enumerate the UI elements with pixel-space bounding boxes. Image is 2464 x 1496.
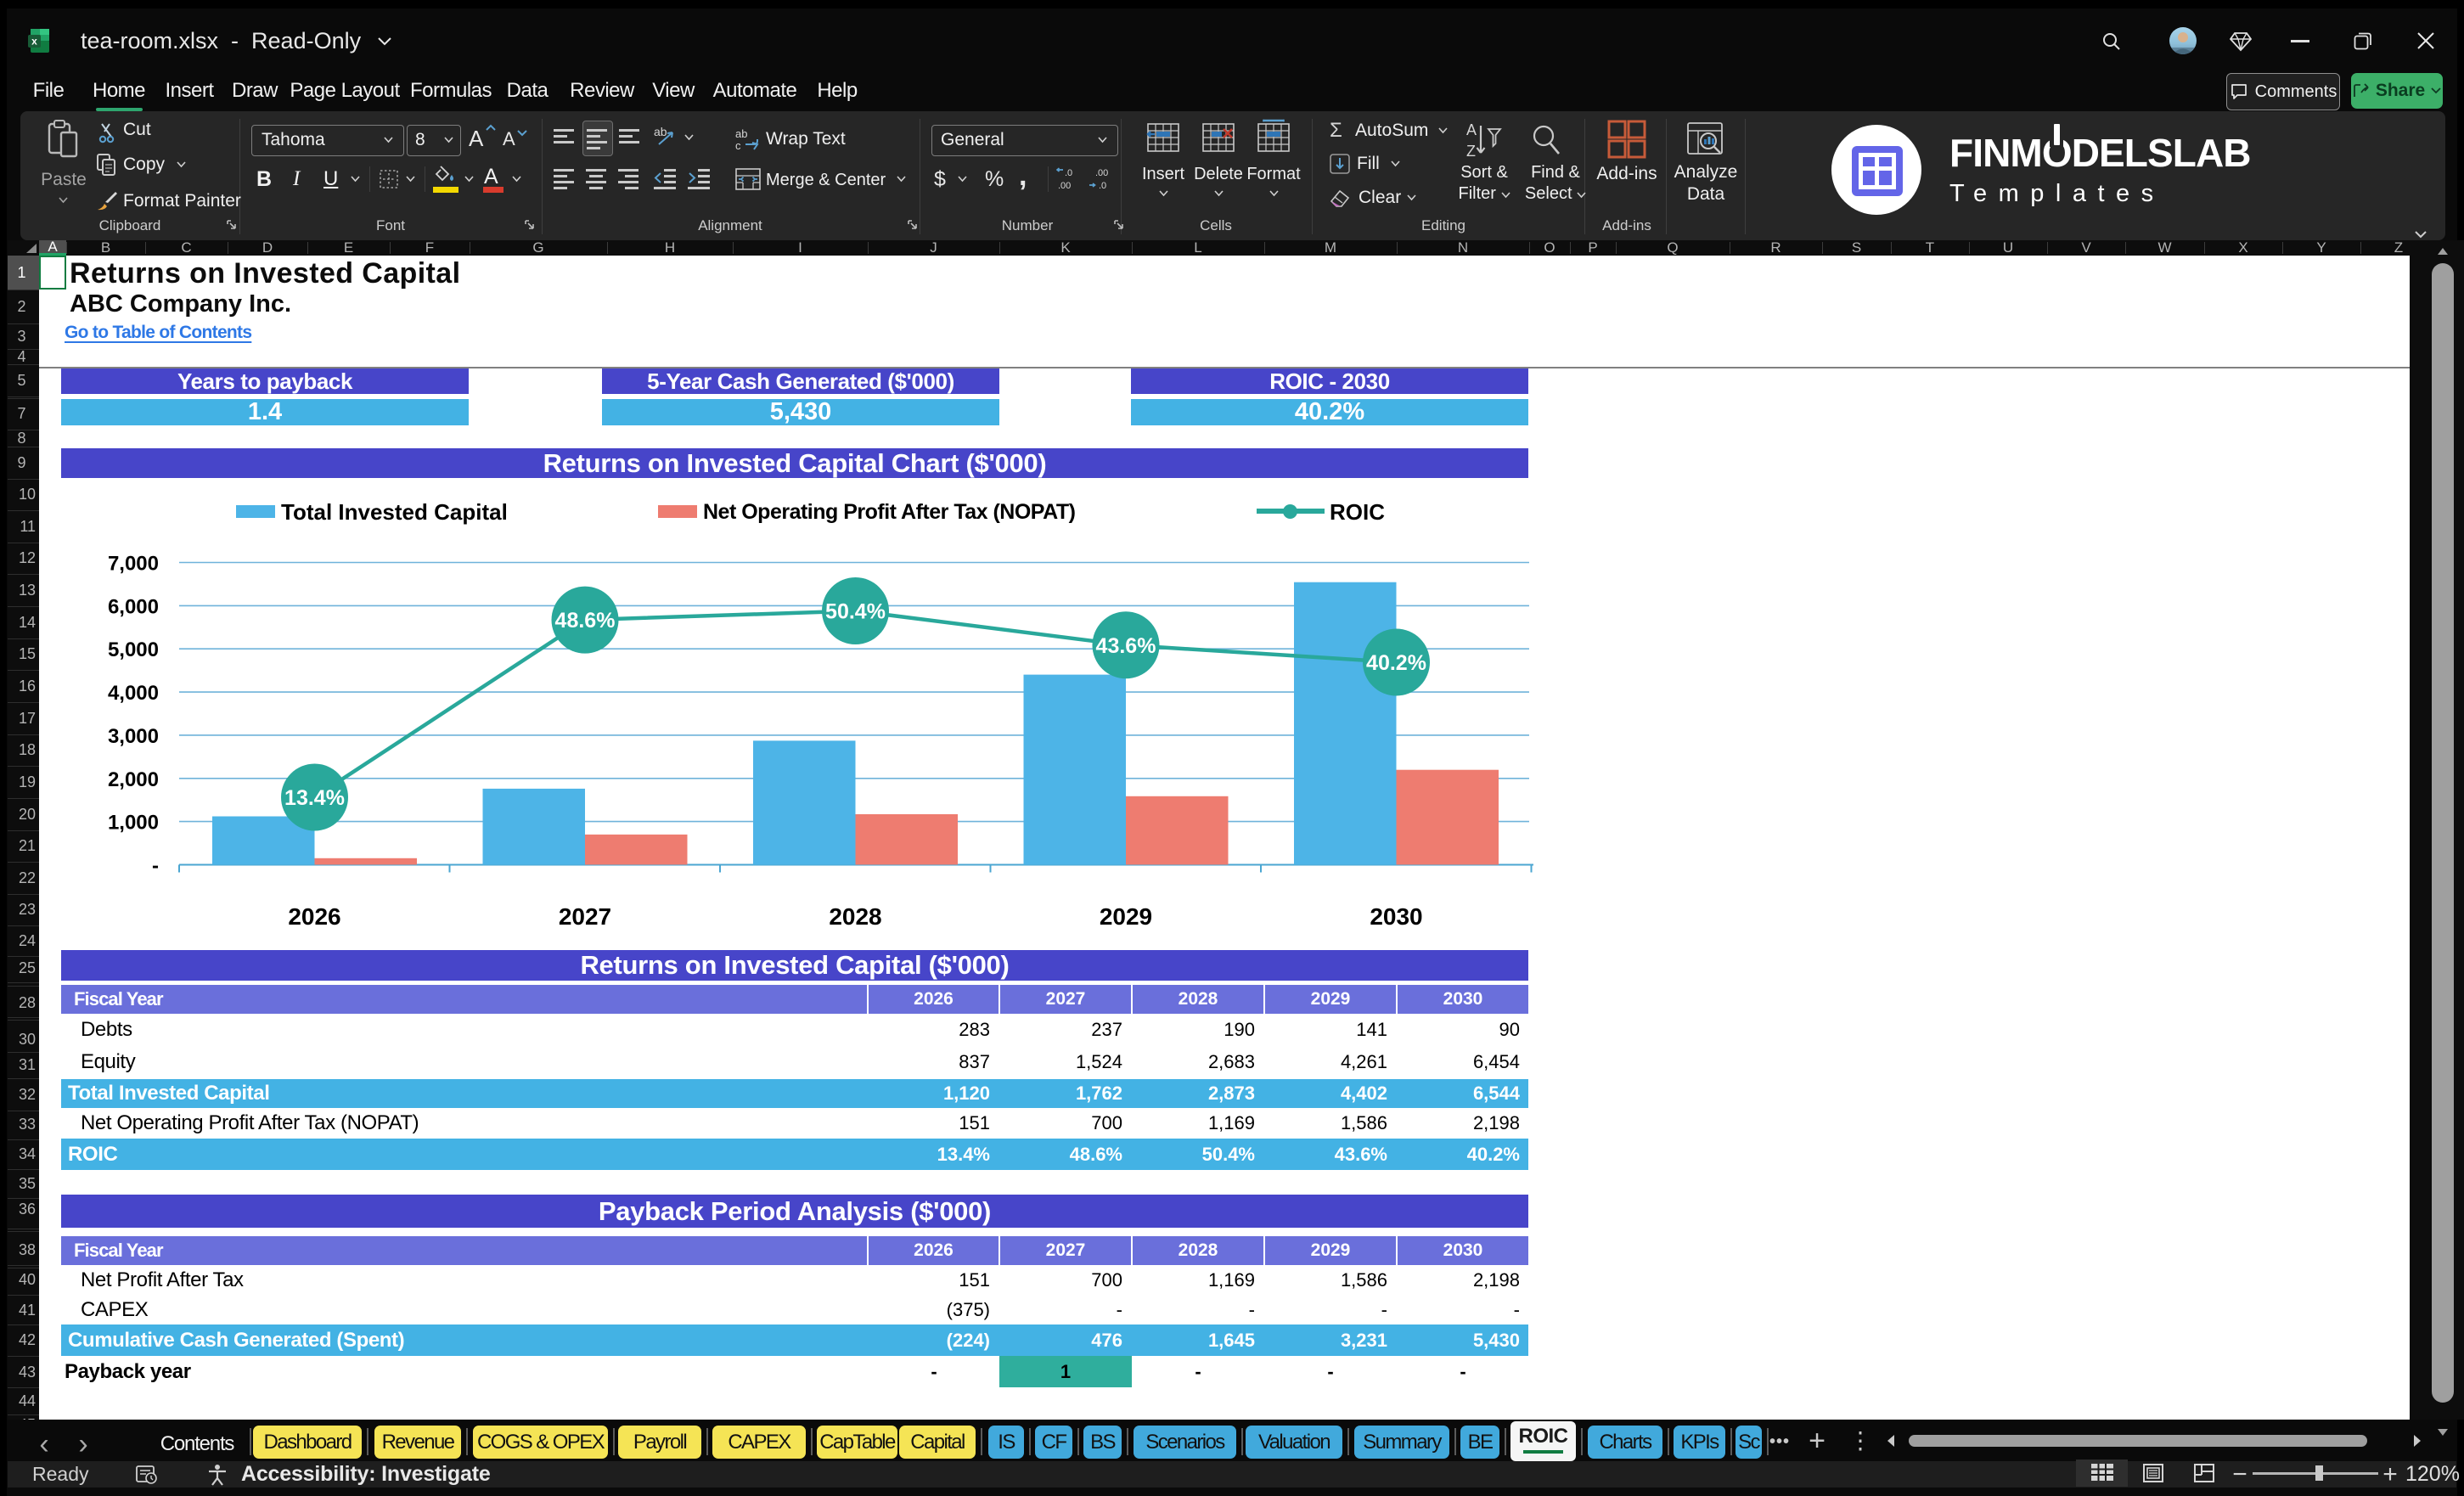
svg-text:Z: Z bbox=[1466, 143, 1476, 160]
svg-text:2,000: 2,000 bbox=[108, 768, 159, 791]
svg-text:43.6%: 43.6% bbox=[1096, 634, 1156, 658]
svg-text:-: - bbox=[152, 855, 159, 878]
svg-text:c: c bbox=[735, 139, 741, 151]
svg-text:.0: .0 bbox=[1065, 168, 1072, 178]
svg-text:50.4%: 50.4% bbox=[825, 600, 886, 624]
svg-text:13.4%: 13.4% bbox=[284, 786, 345, 810]
svg-text:2026: 2026 bbox=[288, 903, 340, 930]
svg-text:.00: .00 bbox=[1095, 168, 1108, 178]
svg-text:40.2%: 40.2% bbox=[1366, 651, 1426, 675]
svg-text:A: A bbox=[1466, 121, 1477, 138]
svg-text:2030: 2030 bbox=[1370, 903, 1422, 930]
svg-text:2028: 2028 bbox=[829, 903, 881, 930]
svg-text:6,000: 6,000 bbox=[108, 595, 159, 618]
svg-text:ab: ab bbox=[654, 125, 667, 138]
svg-text:4,000: 4,000 bbox=[108, 682, 159, 705]
svg-text:.0: .0 bbox=[1099, 181, 1106, 190]
svg-text:3,000: 3,000 bbox=[108, 725, 159, 748]
svg-text:2027: 2027 bbox=[559, 903, 611, 930]
svg-text:48.6%: 48.6% bbox=[555, 609, 616, 633]
svg-text:7,000: 7,000 bbox=[108, 553, 159, 576]
svg-text:ab: ab bbox=[735, 127, 747, 140]
svg-text:2029: 2029 bbox=[1100, 903, 1152, 930]
svg-text:5,000: 5,000 bbox=[108, 638, 159, 661]
svg-text:x: x bbox=[31, 36, 37, 48]
svg-text:1,000: 1,000 bbox=[108, 812, 159, 835]
svg-text:.00: .00 bbox=[1058, 181, 1071, 190]
